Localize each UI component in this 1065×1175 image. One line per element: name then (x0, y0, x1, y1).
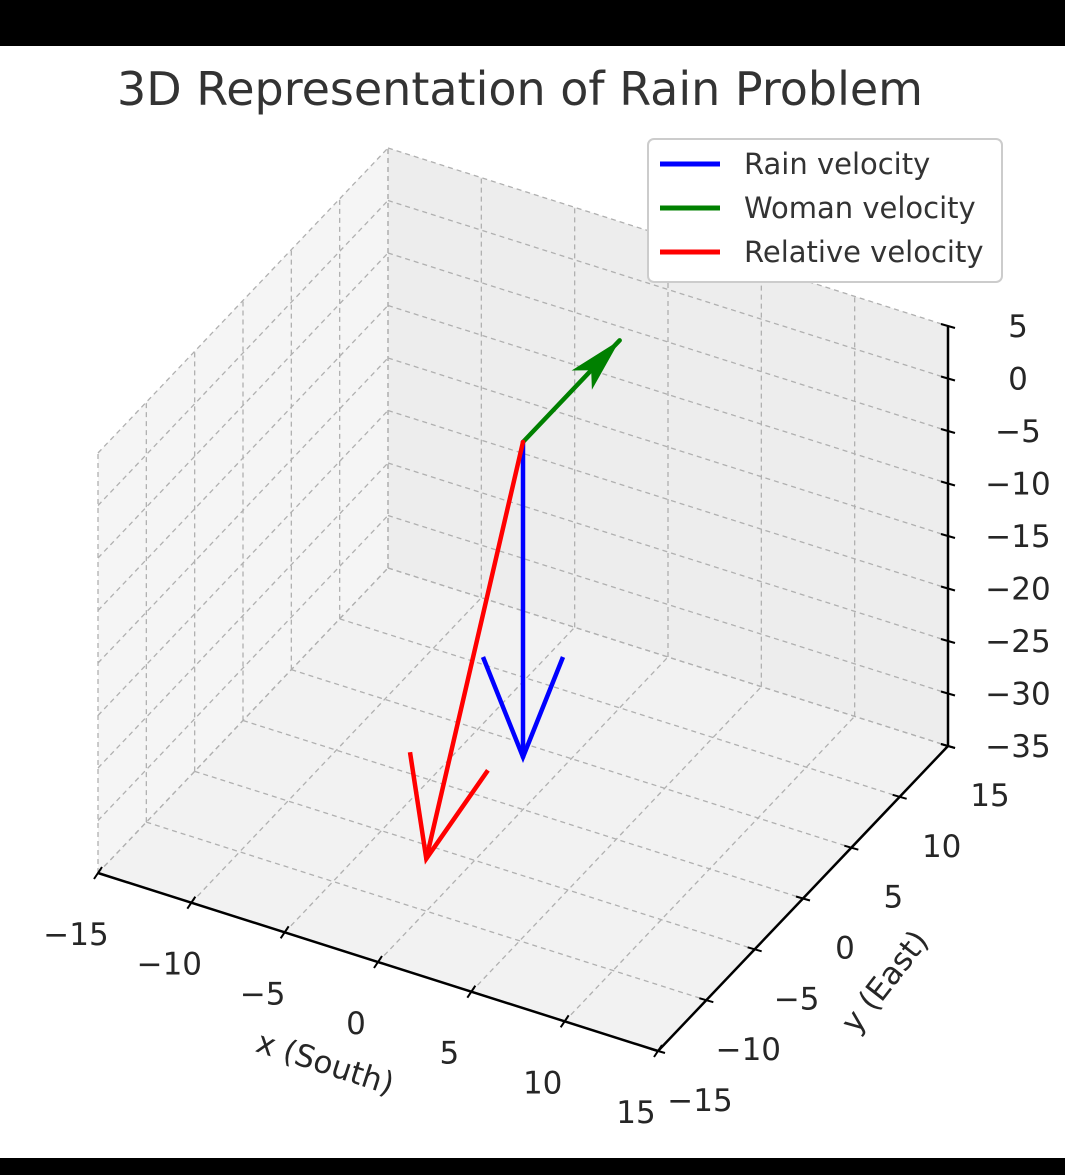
grid-line (146, 821, 707, 1001)
z-tick-mark (940, 690, 956, 697)
grid-line (387, 252, 949, 432)
y-tick-mark (795, 895, 811, 902)
legend-label: Rain velocity (744, 147, 930, 181)
woman-velocityarrow (520, 338, 622, 445)
grid-line (97, 200, 389, 506)
bottom-black-bar (0, 1158, 1065, 1175)
grid-line (97, 147, 389, 454)
y-tick-mark (650, 1048, 666, 1054)
legend-label: Relative velocity (744, 235, 984, 269)
grid-line (242, 719, 804, 900)
z-tick-label: −30 (985, 677, 1050, 713)
grid-line (97, 567, 389, 874)
arrow-head (480, 656, 566, 764)
grid-line (194, 770, 755, 950)
y-tick-label: 10 (922, 829, 961, 865)
grid-line (387, 514, 949, 695)
legend-entry: Woman velocity (660, 191, 976, 225)
y-tick-label: 0 (835, 931, 855, 967)
x-tick-label: 5 (439, 1036, 459, 1072)
y-tick-label: 15 (970, 778, 1009, 814)
z-tick-mark (940, 323, 956, 329)
grid-line (387, 199, 949, 380)
x-tick-label: −10 (137, 947, 202, 983)
grid-line (97, 357, 389, 664)
arrow-head (571, 340, 620, 390)
x-tick-mark (93, 866, 103, 880)
x-tick-label: −5 (240, 976, 286, 1012)
legend-frame (647, 138, 1003, 283)
y-tick-label: −10 (716, 1032, 781, 1068)
z-tick-label: −35 (985, 729, 1050, 765)
chart-title: 3D Representation of Rain Problem (117, 62, 923, 116)
relative-velocityarrow (407, 439, 526, 865)
vector-arrows (407, 338, 622, 865)
z-tick-label: 0 (1008, 362, 1028, 398)
z-tick-mark (940, 533, 956, 539)
x-tick-label: −15 (43, 917, 108, 953)
z-tick-label: −20 (985, 572, 1050, 608)
grid-line (387, 304, 949, 485)
grid-line (387, 567, 949, 747)
x-tick-label: 15 (616, 1095, 655, 1131)
grid-line (387, 409, 949, 590)
x-tick-mark (466, 985, 477, 999)
z-tick-mark (940, 428, 956, 434)
z-tick-mark (940, 480, 956, 487)
z-tick-mark (940, 743, 956, 749)
y-tick-label: −5 (774, 981, 820, 1017)
z-tick-mark (940, 638, 956, 644)
arrow-head (407, 751, 490, 865)
grid-line (377, 656, 669, 963)
legend: Rain velocity Woman velocity Relative velo… (647, 138, 1003, 283)
rain-velocityarrow (480, 439, 566, 764)
y-tick-mark (699, 997, 714, 1004)
grid-line (190, 597, 482, 904)
y-tick-label: 5 (883, 880, 903, 916)
x-axis-label: x (South) (252, 1024, 399, 1102)
grid-line (97, 410, 389, 716)
x-tick-mark (373, 955, 383, 969)
z-tick-label: −10 (985, 467, 1050, 503)
arrow-shaft (424, 439, 526, 861)
y-tick-label: −15 (667, 1083, 732, 1119)
z-tick-label: 5 (1008, 309, 1028, 345)
y-tick-mark (892, 793, 907, 800)
axis-lines (93, 323, 956, 1058)
z-tick-mark (940, 585, 956, 592)
grid-line (339, 618, 900, 798)
y-tick-mark (747, 946, 762, 953)
x-tick-label: 0 (346, 1006, 366, 1042)
legend-entry: Rain velocity (660, 147, 930, 181)
x-tick-label: 10 (523, 1065, 562, 1101)
z-tick-label: −5 (995, 414, 1041, 450)
grid-line (97, 515, 389, 821)
grid-line (387, 462, 949, 642)
grid-line (97, 462, 389, 769)
grid-line (291, 669, 852, 849)
legend-entry: Relative velocity (660, 235, 984, 269)
legend-label: Woman velocity (744, 191, 976, 225)
grid-line (97, 252, 389, 559)
x-tick-mark (186, 896, 197, 910)
z-tick-label: −15 (985, 519, 1050, 555)
y-tick-mark (844, 844, 859, 851)
grid-line (387, 147, 949, 327)
grid-line (387, 357, 949, 537)
top-black-bar (0, 0, 1065, 46)
grid-line (97, 305, 389, 611)
grid-line (284, 626, 576, 933)
z-tick-label: −25 (985, 624, 1050, 660)
x-tick-mark (559, 1014, 570, 1028)
z-tick-mark (940, 375, 956, 382)
x-tick-mark (279, 925, 290, 939)
